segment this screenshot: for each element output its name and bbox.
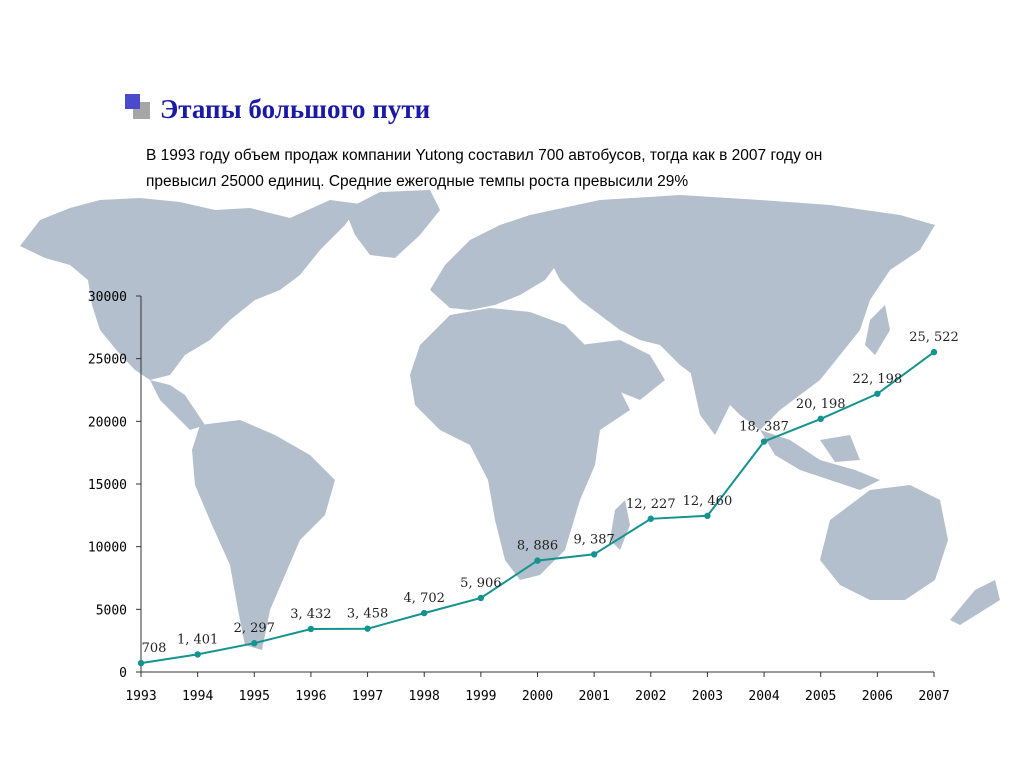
data-label: 3, 458 — [347, 607, 388, 622]
title-bullet-icon — [125, 94, 150, 119]
data-label: 25, 522 — [909, 330, 959, 345]
chart-data-labels: 708 1, 401 2, 297 3, 432 3, 458 4, 702 5, 906 8… — [142, 330, 959, 656]
data-point — [647, 515, 654, 522]
x-tick-label: 2006 — [862, 689, 893, 704]
y-tick-label: 10000 — [88, 541, 127, 556]
y-tick-label: 15000 — [88, 478, 127, 493]
x-tick-label: 2005 — [805, 689, 836, 704]
x-tick-label: 1999 — [465, 689, 496, 704]
subtitle-line-1: В 1993 году объем продаж компании Yutong… — [146, 147, 823, 164]
data-point — [477, 594, 485, 602]
x-tick-label: 1996 — [295, 689, 326, 704]
x-tick-label: 2003 — [692, 689, 723, 704]
madagascar-shape — [610, 500, 630, 550]
chart-tick-labels: 0 5000 10000 15000 20000 25000 30000 1993 1994 19… — [88, 290, 950, 704]
data-point — [590, 551, 598, 558]
data-label: 8, 886 — [517, 539, 558, 554]
europe-shape — [430, 215, 575, 310]
x-tick-label: 1993 — [125, 689, 156, 704]
world-map-background — [20, 190, 1000, 650]
data-label: 1, 401 — [177, 632, 218, 647]
y-tick-label: 25000 — [88, 353, 127, 368]
data-point — [307, 625, 315, 633]
data-label: 708 — [142, 641, 167, 656]
north-america-shape — [20, 198, 360, 380]
x-tick-label: 2004 — [748, 689, 779, 704]
data-label: 22, 198 — [853, 372, 903, 387]
x-tick-label: 1998 — [409, 689, 440, 704]
y-tick-label: 0 — [119, 666, 127, 681]
data-label: 3, 432 — [290, 607, 331, 622]
data-label: 12, 227 — [626, 497, 676, 512]
south-america-shape — [192, 420, 335, 650]
data-point — [364, 625, 371, 632]
central-america-shape — [150, 380, 205, 430]
australia-shape — [820, 485, 948, 600]
data-point — [817, 415, 824, 423]
x-tick-label: 2001 — [578, 689, 609, 704]
data-point — [760, 438, 768, 445]
x-tick-label: 1994 — [182, 689, 213, 704]
subtitle-line-2: превысил 25000 единиц. Средние ежегодные… — [146, 173, 689, 190]
asia-shape — [530, 195, 935, 430]
data-point — [251, 640, 258, 647]
south-asia-shape — [580, 340, 730, 435]
y-tick-label: 20000 — [88, 415, 127, 430]
y-tick-label: 5000 — [96, 603, 127, 618]
x-tick-label: 2007 — [918, 689, 949, 704]
data-point — [704, 512, 711, 520]
data-point — [930, 348, 938, 356]
data-label: 18, 387 — [739, 420, 789, 435]
data-label: 5, 906 — [460, 576, 501, 591]
data-label: 20, 198 — [796, 397, 846, 412]
southeast-asia-shape — [760, 430, 880, 490]
data-point — [421, 609, 428, 617]
x-tick-label: 2002 — [635, 689, 666, 704]
x-tick-label: 2000 — [522, 689, 553, 704]
new-zealand-shape — [950, 580, 1000, 625]
data-point — [534, 557, 541, 564]
y-tick-label: 30000 — [88, 290, 127, 305]
data-point — [194, 651, 201, 658]
chart-axes — [140, 296, 934, 673]
africa-shape — [410, 308, 630, 580]
data-label: 9, 387 — [573, 532, 614, 547]
data-label: 12, 460 — [683, 494, 733, 509]
x-tick-label: 1995 — [239, 689, 270, 704]
data-point — [874, 390, 881, 397]
greenland-shape — [345, 190, 440, 258]
data-label: 2, 297 — [234, 621, 275, 636]
page-title: Этапы большого пути — [160, 94, 431, 124]
data-label: 4, 702 — [404, 591, 445, 606]
japan-shape — [865, 305, 890, 355]
chart-series — [137, 348, 938, 667]
data-point — [137, 659, 145, 667]
x-tick-label: 1997 — [352, 689, 383, 704]
